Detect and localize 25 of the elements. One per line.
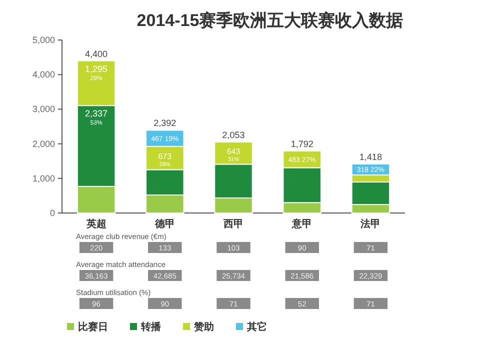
y-tick-label: 1,000 [32,173,55,184]
y-tick-label: 2,000 [32,138,55,149]
total-label: 2,053 [222,130,245,140]
data-label: 673 28% [158,152,172,168]
x-tick-label: 意甲 [291,218,312,230]
x-tick-label: 法甲 [360,218,381,230]
y-tick-label: 5,000 [32,35,55,45]
x-tick-label: 西甲 [222,219,244,230]
total-label: 2,392 [154,118,176,128]
total-label: 1,792 [290,138,314,149]
data-label: 643 31% [226,147,241,164]
total-label: 4,400 [85,48,108,59]
y-tick-label: 4,000 [32,70,55,80]
x-tick-label: 德甲 [154,218,175,230]
legend-label: 转播 [140,321,162,333]
x-tick-label: 英超 [85,218,106,230]
y-tick-label: 0 [50,208,55,218]
data-label: 2,337 53% [85,108,108,127]
y-tick-label: 3,000 [32,104,55,114]
legend-label: 赞助 [193,321,214,333]
data-label: 1,295 29% [85,64,108,82]
legend-label: 比赛日 [78,321,108,333]
total-label: 1,418 [359,152,382,162]
chart-title: 2014-15赛季欧洲五大联赛收入数据 [136,11,404,30]
legend-label: 其它 [246,321,267,333]
